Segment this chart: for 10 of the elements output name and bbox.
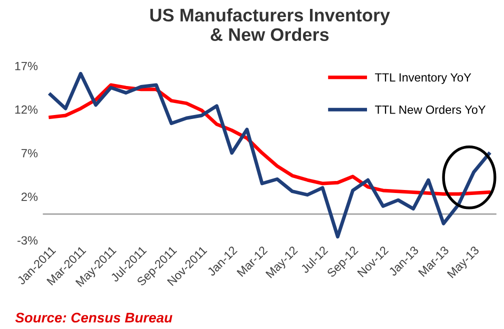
y-tick-label: 17%	[15, 62, 38, 70]
legend-label: TTL Inventory YoY	[374, 73, 472, 84]
legend-label: TTL New Orders YoY	[374, 105, 486, 114]
y-tick-label: 12%	[15, 105, 38, 114]
line-series	[48, 72, 491, 238]
y-tick-label: -3%	[18, 236, 38, 245]
y-tick-label: 7%	[22, 149, 38, 158]
y-tick-label: 2%	[22, 192, 38, 201]
chart-title: US Manufacturers Inventory & New Orders	[150, 8, 390, 41]
source-note: Source: Census Bureau	[15, 312, 172, 323]
